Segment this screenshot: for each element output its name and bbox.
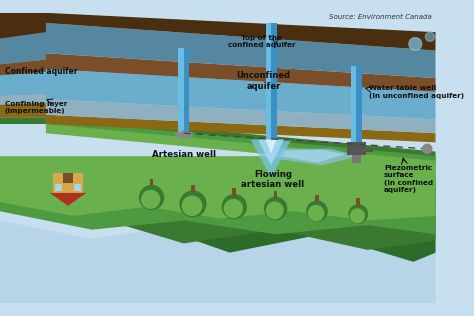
Polygon shape [274,191,277,198]
Polygon shape [46,99,436,133]
Polygon shape [55,184,63,191]
Polygon shape [92,174,436,250]
Polygon shape [0,103,46,118]
Polygon shape [46,53,436,92]
Polygon shape [0,13,46,39]
Text: Water table well
(in unconfined aquifer): Water table well (in unconfined aquifer) [369,85,465,99]
Text: Top of the
confined aquifer: Top of the confined aquifer [228,35,296,48]
Polygon shape [352,155,361,163]
Polygon shape [46,69,436,119]
Polygon shape [0,13,46,124]
Polygon shape [138,184,436,262]
Text: Artesian well: Artesian well [152,150,216,159]
Circle shape [423,144,432,153]
Polygon shape [46,124,436,170]
Circle shape [350,209,365,223]
Polygon shape [0,94,46,105]
Polygon shape [265,23,276,140]
Polygon shape [251,140,291,178]
Circle shape [224,200,242,217]
Polygon shape [191,185,195,192]
Circle shape [425,32,435,41]
Polygon shape [46,23,436,78]
Polygon shape [347,143,365,155]
Text: Confined aquifer: Confined aquifer [5,67,77,76]
Circle shape [264,198,287,220]
Polygon shape [232,188,236,196]
Circle shape [182,196,201,216]
Polygon shape [46,13,436,51]
Circle shape [349,205,367,223]
Polygon shape [0,60,46,75]
Polygon shape [46,119,436,165]
Polygon shape [178,48,189,133]
Polygon shape [64,173,73,183]
Polygon shape [150,179,154,186]
Polygon shape [73,184,81,191]
Polygon shape [280,150,345,163]
Polygon shape [351,66,356,143]
Circle shape [142,190,160,208]
Polygon shape [50,193,86,206]
Polygon shape [0,72,46,95]
Polygon shape [0,13,436,303]
Circle shape [309,205,324,221]
Polygon shape [178,48,184,133]
Polygon shape [0,161,436,234]
Polygon shape [46,115,436,161]
Polygon shape [271,149,358,165]
Circle shape [409,38,422,51]
Polygon shape [0,156,436,221]
Polygon shape [265,140,276,153]
Text: Confining layer
(impermeable): Confining layer (impermeable) [5,101,67,114]
Circle shape [222,195,246,219]
Polygon shape [351,66,362,143]
Text: Unconfined
aquifer: Unconfined aquifer [237,71,291,91]
Polygon shape [265,23,271,140]
Circle shape [180,131,187,139]
Text: Piezometric
surface
(in confined
aquifer): Piezometric surface (in confined aquifer… [384,165,433,193]
Polygon shape [356,198,360,206]
Polygon shape [46,115,436,143]
Circle shape [140,185,164,210]
Polygon shape [0,174,436,303]
Text: Source: Environment Canada: Source: Environment Canada [329,14,432,20]
Polygon shape [315,195,319,202]
Circle shape [180,191,206,217]
Circle shape [266,202,283,219]
Polygon shape [258,140,284,165]
Text: Flowing
artesian well: Flowing artesian well [241,170,304,189]
Polygon shape [365,149,373,152]
Polygon shape [174,132,193,137]
Circle shape [307,201,327,222]
Polygon shape [53,173,82,193]
Polygon shape [0,118,46,124]
Polygon shape [0,32,46,64]
